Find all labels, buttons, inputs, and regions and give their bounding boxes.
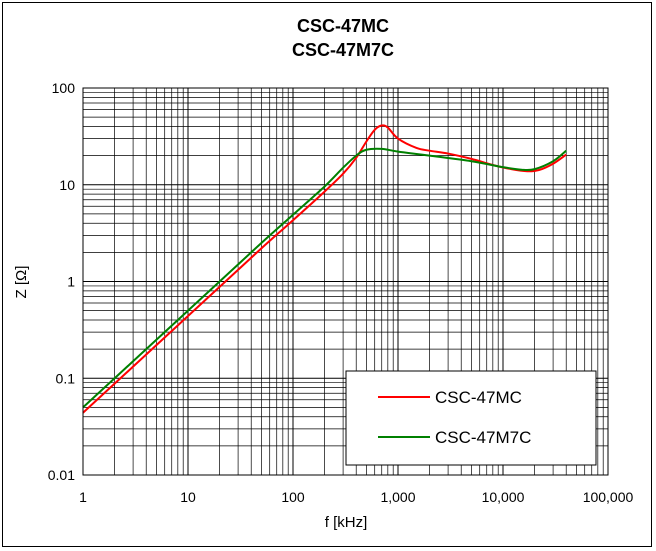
legend: CSC-47MC CSC-47M7C [345,370,597,466]
y-tick-label: 0.01 [48,467,75,483]
x-tick-label: 10 [180,489,196,505]
series-line-csc-47m7c [82,147,567,409]
y-tick-label: 100 [52,80,76,96]
x-tick-label: 1,000 [380,489,415,505]
y-tick-label: 0.1 [56,370,76,386]
y-tick-labels: 0.01 0.1 1 10 100 [48,80,75,483]
y-tick-label: 10 [59,177,75,193]
legend-box [345,370,597,466]
x-tick-label: 100,000 [583,489,634,505]
x-tick-label: 1 [79,489,87,505]
x-tick-labels: 1 10 100 1,000 10,000 100,000 [79,489,633,505]
x-tick-label: 100 [281,489,305,505]
x-tick-label: 10,000 [482,489,525,505]
x-axis-label: f [kHz] [325,514,368,531]
series-lines [82,124,567,414]
plot-area-border [82,87,609,476]
legend-label-csc-47m7c: CSC-47M7C [435,428,531,447]
chart-title-line-1: CSC-47MC [297,16,389,36]
legend-label-csc-47mc: CSC-47MC [435,388,522,407]
y-tick-label: 1 [67,274,75,290]
y-axis-label: Z [Ω] [13,266,30,299]
chart-title-line-2: CSC-47M7C [292,40,394,60]
